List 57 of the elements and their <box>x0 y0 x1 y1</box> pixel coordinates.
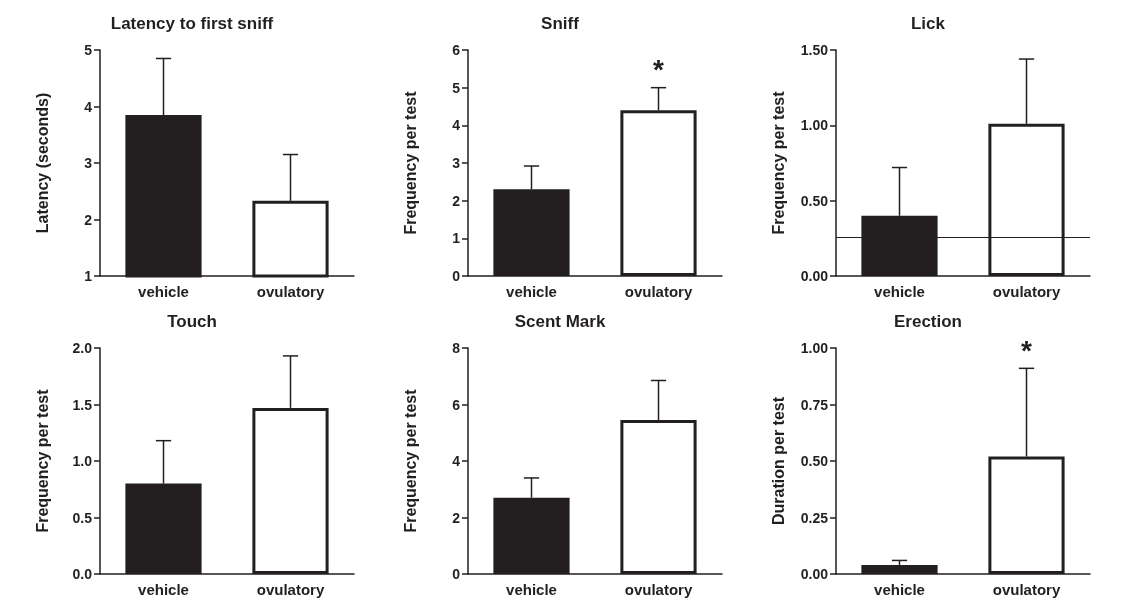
chart-title: Touch <box>167 312 217 331</box>
y-axis-title: Frequency per test <box>769 90 787 235</box>
x-tick-label: ovulatory <box>992 283 1061 300</box>
y-tick-label: 2 <box>84 211 93 228</box>
y-tick-label: 6 <box>452 396 461 413</box>
y-tick-label: 1 <box>84 268 93 284</box>
chart-title: Sniff <box>541 14 580 33</box>
y-tick-label: 0.75 <box>800 396 829 413</box>
chart-title: Latency to first sniff <box>110 14 274 33</box>
y-tick-label: 0 <box>452 566 461 582</box>
chart-title: Lick <box>910 14 946 33</box>
y-tick-label: 0.5 <box>72 509 93 526</box>
y-tick-label: 1.00 <box>800 117 829 134</box>
y-tick-label: 0 <box>452 268 461 284</box>
x-tick-label: ovulatory <box>624 283 693 300</box>
y-tick-label: 2.0 <box>72 340 93 356</box>
y-axis-title: Frequency per test <box>33 388 51 533</box>
x-tick-label: ovulatory <box>624 581 693 598</box>
y-tick-label: 2 <box>452 509 461 526</box>
x-tick-label: ovulatory <box>256 581 325 598</box>
y-tick-label: 0.25 <box>800 509 829 526</box>
x-tick-label: vehicle <box>874 581 925 598</box>
annotation: * <box>1021 334 1033 366</box>
x-tick-label: vehicle <box>138 283 189 300</box>
y-axis-title: Duration per test <box>769 396 787 526</box>
y-axis-title: Frequency per test <box>401 90 419 235</box>
y-tick-label: 4 <box>84 98 93 115</box>
chart-title: Scent Mark <box>514 312 606 331</box>
y-axis-title: Latency (seconds) <box>33 92 51 234</box>
y-tick-label: 0.00 <box>800 268 829 284</box>
y-tick-label: 5 <box>452 79 461 96</box>
x-tick-label: vehicle <box>506 283 557 300</box>
y-tick-label: 4 <box>452 453 461 469</box>
x-tick-label: vehicle <box>506 581 557 598</box>
chart-title: Erection <box>893 312 963 331</box>
x-tick-label: vehicle <box>874 283 925 300</box>
y-tick-label: 1.5 <box>72 396 93 413</box>
x-tick-label: ovulatory <box>992 581 1061 598</box>
y-tick-label: 2 <box>452 192 461 209</box>
y-tick-label: 3 <box>452 155 461 171</box>
x-tick-label: vehicle <box>138 581 189 598</box>
y-tick-label: 1.00 <box>800 340 829 356</box>
y-tick-label: 4 <box>452 117 461 134</box>
y-tick-label: 0.50 <box>800 453 829 469</box>
y-tick-label: 5 <box>84 42 93 58</box>
y-axis-title: Frequency per test <box>401 388 419 533</box>
y-tick-label: 0.50 <box>800 192 829 209</box>
y-tick-label: 8 <box>452 340 461 356</box>
y-tick-label: 1 <box>452 230 461 247</box>
annotation: * <box>653 54 665 86</box>
y-tick-label: 1.0 <box>72 453 93 469</box>
y-tick-label: 6 <box>452 42 461 58</box>
y-tick-label: 0.00 <box>800 566 829 582</box>
y-tick-label: 1.50 <box>800 42 829 58</box>
y-tick-label: 3 <box>84 155 93 171</box>
y-tick-label: 0.0 <box>72 566 93 582</box>
x-tick-label: ovulatory <box>256 283 325 300</box>
